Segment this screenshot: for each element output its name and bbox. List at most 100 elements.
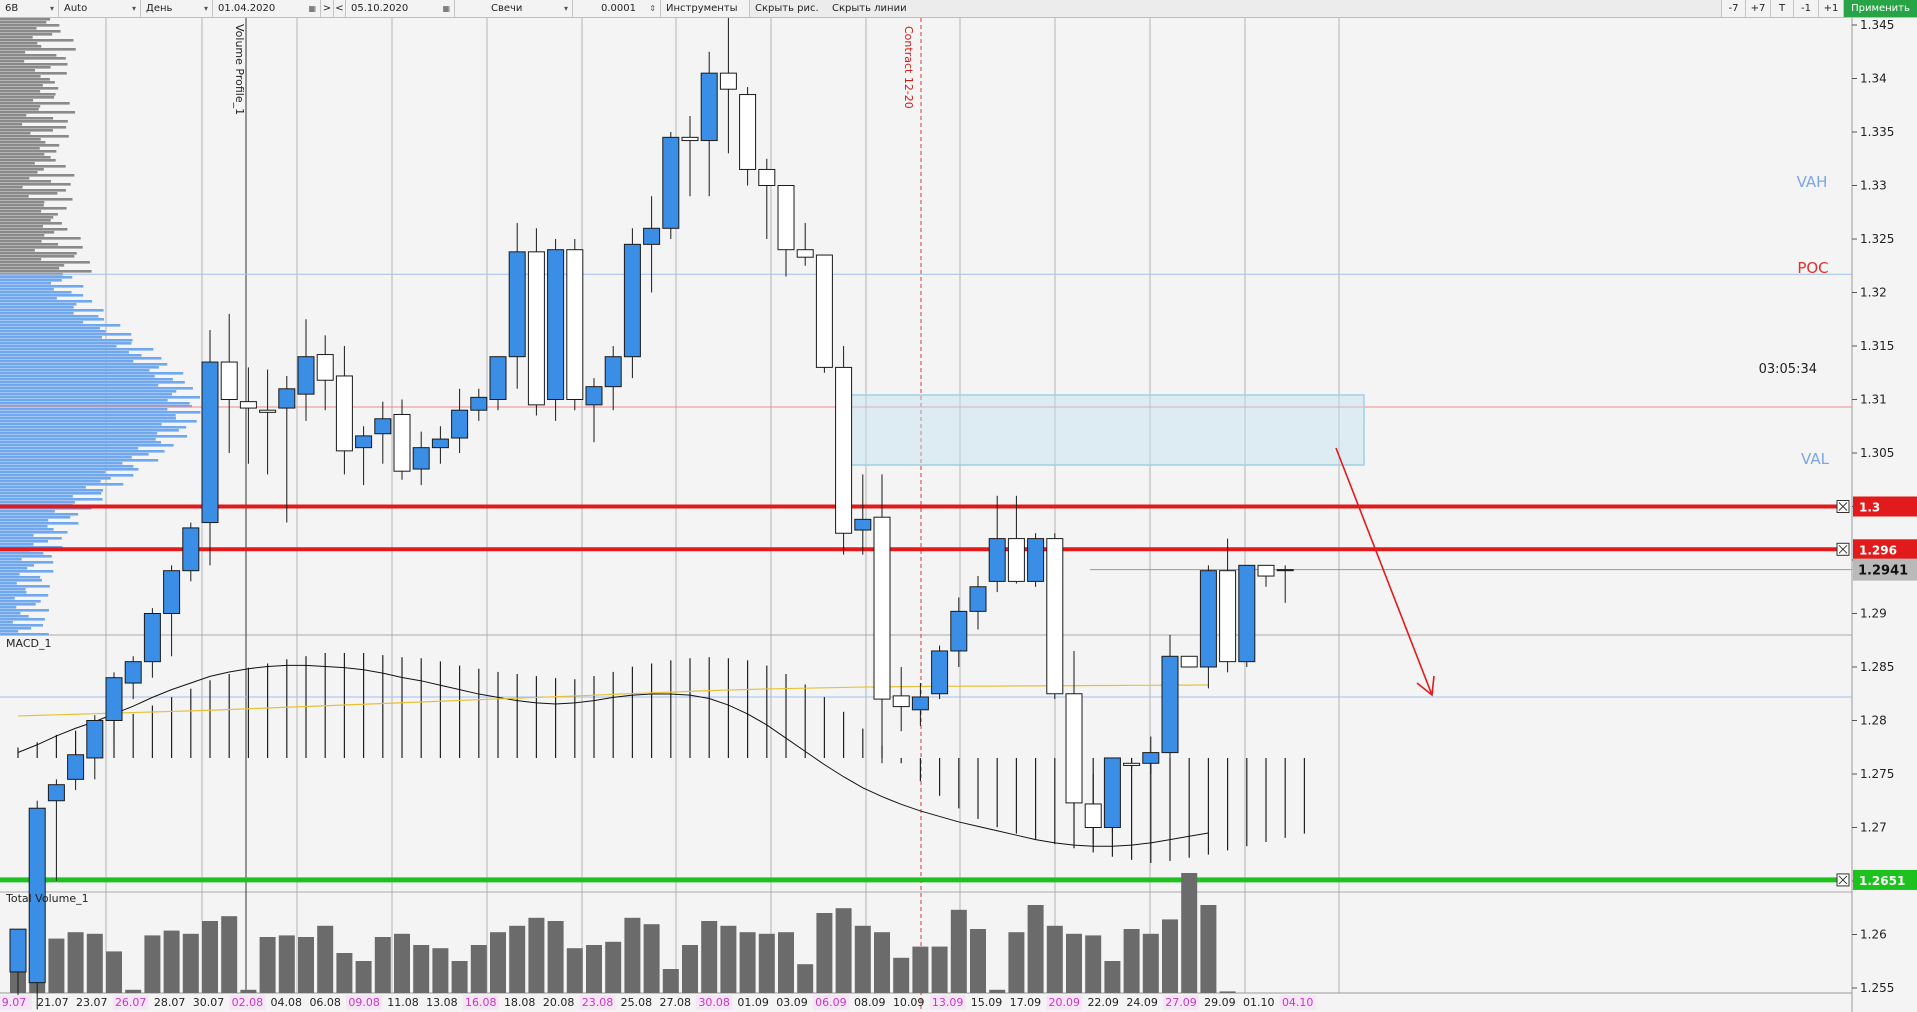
- profile-bar: [0, 51, 26, 54]
- macd-label: MACD_1: [6, 637, 51, 650]
- price-tick-label: 1.34: [1860, 72, 1887, 86]
- timeframe-select[interactable]: День ▾: [141, 0, 213, 17]
- date-label: 11.08: [387, 996, 419, 1009]
- volume-bar: [1162, 919, 1178, 993]
- profile-bar: [0, 543, 34, 546]
- date-from-field[interactable]: 01.04.2020 ▦: [213, 0, 321, 17]
- volume-bar: [1008, 932, 1025, 993]
- chart-canvas[interactable]: 1.3451.341.3351.331.3251.321.3151.311.30…: [0, 18, 1917, 1012]
- plus7-button[interactable]: +7: [1746, 0, 1771, 17]
- profile-bar: [0, 459, 159, 462]
- volume-bar: [490, 932, 506, 993]
- date-label: 26.07: [115, 996, 147, 1009]
- close-icon-glyph: [1838, 502, 1848, 511]
- minus1-button[interactable]: -1: [1794, 0, 1819, 17]
- instruments-button[interactable]: Инструменты: [661, 0, 750, 17]
- volume-bar: [643, 924, 660, 993]
- date-label-bg: [346, 995, 383, 1010]
- profile-bar: [0, 411, 201, 414]
- profile-bar: [0, 156, 51, 159]
- profile-bar: [0, 387, 193, 390]
- volume-bar: [144, 935, 161, 993]
- candle-body: [1199, 570, 1217, 668]
- candle-body: [297, 356, 315, 395]
- date-label: 17.09: [1010, 996, 1042, 1009]
- volume-bar: [355, 961, 372, 993]
- volume-bar: [624, 917, 641, 993]
- hide-drawings-button[interactable]: Скрыть рис.: [750, 0, 827, 17]
- profile-bar: [0, 144, 60, 147]
- profile-bar: [0, 327, 101, 330]
- profile-bar: [0, 186, 23, 189]
- profile-bar: [0, 384, 159, 387]
- profile-bar: [0, 192, 58, 195]
- profile-bar: [0, 630, 19, 633]
- plus7-label: +7: [1750, 3, 1766, 14]
- plus1-button[interactable]: +1: [1819, 0, 1844, 17]
- profile-bar: [0, 591, 27, 594]
- chart-type-select[interactable]: Свечи ▾: [455, 0, 573, 17]
- hide-lines-button[interactable]: Скрыть линии: [827, 0, 913, 17]
- zone-rectangle[interactable]: [842, 394, 1365, 466]
- volume-bar: [374, 937, 391, 993]
- calendar-icon[interactable]: ▦: [442, 4, 450, 13]
- date-label: 20.09: [1049, 996, 1081, 1009]
- volume-bar: [1142, 933, 1159, 993]
- profile-bar: [0, 261, 90, 264]
- symbol-select[interactable]: 6B ▾: [0, 0, 59, 17]
- profile-bar: [0, 378, 173, 381]
- profile-bar: [0, 453, 149, 456]
- candle-body: [355, 435, 373, 449]
- profile-bar: [0, 492, 102, 495]
- profile-bar: [0, 147, 40, 150]
- calendar-icon[interactable]: ▦: [308, 4, 316, 13]
- candle-body: [1276, 569, 1294, 572]
- grid: [0, 18, 1853, 1012]
- profile-bar: [0, 324, 121, 327]
- candle-body: [1219, 570, 1237, 663]
- profile-bar: [0, 450, 165, 453]
- volume-profile: [0, 18, 201, 636]
- price-tick-label: 1.29: [1860, 607, 1887, 621]
- tick-size-stepper[interactable]: 0.0001 ⇕: [573, 0, 661, 17]
- profile-bar: [0, 48, 76, 51]
- zone-box[interactable]: [842, 394, 1365, 466]
- date-to-field[interactable]: 05.10.2020 ▦: [346, 0, 455, 17]
- chevron-down-icon: ▾: [49, 4, 54, 13]
- profile-bar: [0, 567, 28, 570]
- candle-body: [335, 375, 353, 452]
- volume-bar: [394, 933, 410, 993]
- profile-bar: [0, 624, 43, 627]
- arrow-icon: [1335, 447, 1433, 696]
- profile-bar: [0, 393, 172, 396]
- profile-bar: [0, 54, 57, 57]
- profile-bar: [0, 354, 142, 357]
- volume-bar: [816, 913, 833, 993]
- profile-bar: [0, 78, 50, 81]
- price-tick-label: 1.255: [1860, 981, 1894, 995]
- date-label-bg: [1279, 995, 1316, 1010]
- volume-bar: [1066, 933, 1082, 993]
- profile-bar: [0, 561, 54, 564]
- candle-body: [1180, 655, 1198, 668]
- stepper-arrows-icon[interactable]: ⇕: [649, 4, 656, 13]
- today-button[interactable]: T: [1771, 0, 1794, 17]
- candle-body: [1103, 757, 1121, 829]
- chart-area[interactable]: 1.345 1.34 1.335 1.33 1.325 1.32 1.315 1.31 1.30…: [0, 18, 1917, 1012]
- date-label: 27.08: [660, 996, 692, 1009]
- profile-bar: [0, 333, 132, 336]
- price-tick-label: 1.26: [1860, 928, 1887, 942]
- date-label: 23.07: [76, 996, 108, 1009]
- next-button[interactable]: >: [321, 0, 334, 17]
- apply-label: Применить: [1851, 3, 1910, 14]
- scale-mode-select[interactable]: Auto ▾: [59, 0, 141, 17]
- profile-bar: [0, 135, 69, 138]
- candle-body: [969, 586, 987, 612]
- candle-body: [67, 754, 85, 780]
- minus7-button[interactable]: -7: [1721, 0, 1746, 17]
- apply-button[interactable]: Применить: [1844, 0, 1917, 17]
- profile-bar: [0, 195, 29, 198]
- prev-button[interactable]: <: [334, 0, 346, 17]
- candle-body: [739, 94, 757, 170]
- candle-body: [182, 527, 200, 572]
